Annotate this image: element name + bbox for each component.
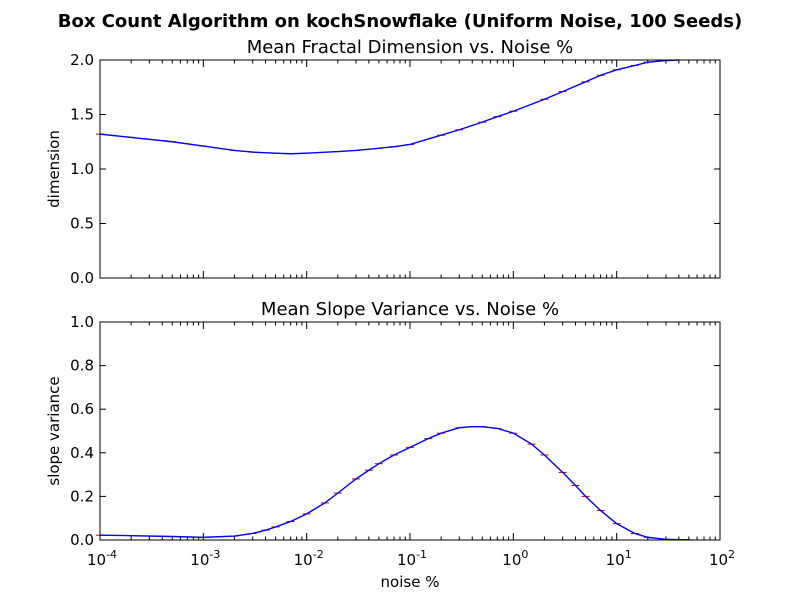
data-point [458,129,460,131]
data-point [512,432,514,434]
data-point [600,509,602,512]
data-point [393,146,395,148]
data-point [562,91,564,93]
data-point [440,432,442,434]
y-tick-label: 1.0 [70,313,94,331]
data-point [264,529,267,531]
data-point [562,471,564,474]
data-point [130,136,132,138]
data-point [306,513,308,515]
data-point [600,74,602,76]
data-point [616,69,618,71]
data-point [574,484,577,487]
panel-dimension: Mean Fractal Dimension vs. Noise % dimen… [45,37,721,287]
data-point [378,147,380,149]
y-tick-label: 0.5 [70,215,94,233]
series-line-0 [99,59,679,155]
data-point [409,446,411,448]
data-point [233,535,236,537]
data-point [584,81,587,83]
y-tick-label: 0.6 [70,400,94,418]
data-point [290,153,292,155]
y-tick-label: 0.0 [70,269,94,287]
data-point [496,116,498,118]
panel-title-dimension: Mean Fractal Dimension vs. Noise % [247,37,574,58]
y-tick-label: 0.2 [70,487,94,505]
data-point [409,143,411,146]
data-point [481,121,483,123]
data-point [481,426,483,428]
data-point [393,454,395,456]
data-point [496,427,498,429]
data-point [306,152,308,154]
x-tick-label: 102 [709,548,735,569]
data-point [543,98,546,100]
data-point [458,427,460,429]
y-tick-label: 2.0 [70,51,94,69]
plot-frame [99,321,721,541]
data-point [584,495,587,497]
data-point [427,438,429,440]
series-line-0 [99,425,689,541]
y-tick-label: 0.4 [70,444,94,462]
plot-frame [99,59,721,279]
data-point [252,151,254,153]
panel-title-slope-variance: Mean Slope Variance vs. Noise % [261,299,559,320]
data-point [233,149,236,152]
y-tick-label: 0.8 [70,357,94,375]
data-point [355,149,357,152]
y-tick-label: 1.0 [70,160,94,178]
x-tick-label: 101 [606,548,632,569]
x-tick-label: 10-1 [397,548,427,569]
x-tick-label: 10-4 [87,548,117,569]
y-tick-label: 1.5 [70,106,94,124]
y-tick-label: 0.0 [70,531,94,549]
data-point [378,463,380,465]
data-point [130,535,132,537]
x-axis-label: noise % [381,573,440,591]
data-point [471,426,473,428]
x-tick-label: 100 [502,548,528,569]
figure-title: Box Count Algorithm on kochSnowflake (Un… [58,11,742,32]
data-point [634,532,636,535]
x-tick-label: 10-3 [190,548,220,569]
data-point [252,532,254,535]
x-tick-label: 10-2 [294,548,324,569]
data-point [337,492,339,494]
data-point [530,443,533,445]
y-axis-label-slope-variance: slope variance [45,376,63,485]
panel-slope-variance: Mean Slope Variance vs. Noise % slope va… [45,299,735,591]
data-point [543,454,546,456]
data-point [616,523,618,525]
data-point [171,141,173,143]
data-point [512,110,514,112]
data-point [324,502,326,504]
data-point [337,150,339,153]
y-axis-label-dimension: dimension [45,130,63,208]
data-point [202,145,204,147]
data-point [368,469,370,471]
data-point [274,526,277,528]
data-point [355,478,357,480]
data-point [290,520,292,523]
data-point [440,134,442,136]
data-point [634,64,636,67]
data-point [274,152,277,154]
